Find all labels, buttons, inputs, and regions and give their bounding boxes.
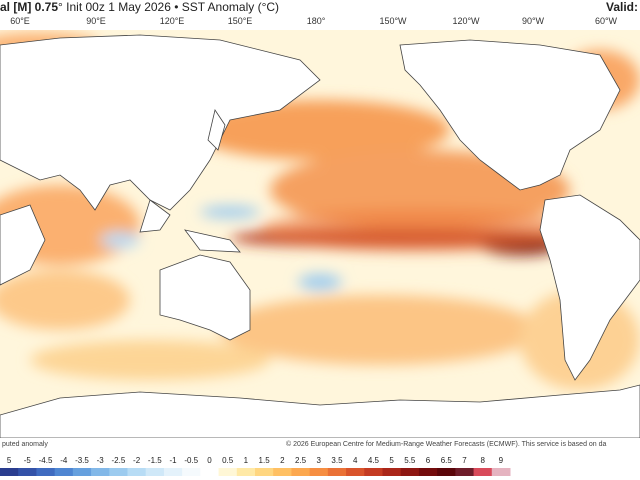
longitude-label: 90°E bbox=[86, 16, 106, 26]
colorbar-swatch bbox=[218, 468, 238, 476]
antarctica bbox=[0, 384, 640, 439]
colorbar-swatch bbox=[473, 468, 493, 476]
colorbar-swatch bbox=[327, 468, 347, 476]
footer-note: puted anomaly bbox=[2, 441, 48, 448]
colorbar-label: 6.5 bbox=[441, 456, 453, 465]
longitude-label: 150°W bbox=[379, 16, 407, 26]
title-model: al [M] 0.75 bbox=[0, 0, 58, 14]
copyright: © 2026 European Centre for Medium-Range … bbox=[286, 440, 607, 448]
colorbar-label: -5 bbox=[24, 456, 32, 465]
landmasses bbox=[0, 34, 640, 439]
colorbar-label: 0.5 bbox=[222, 456, 234, 465]
colorbar-swatch bbox=[455, 468, 475, 476]
colorbar-label: -4.5 bbox=[39, 456, 53, 465]
longitude-label: 120°W bbox=[452, 16, 480, 26]
colorbar-swatch bbox=[418, 468, 438, 476]
colorbar-swatch bbox=[145, 468, 165, 476]
colorbar-label: 7 bbox=[462, 456, 467, 465]
colorbar-swatch bbox=[291, 468, 311, 476]
colorbar-label: 3 bbox=[317, 456, 322, 465]
colorbar-swatch bbox=[91, 468, 110, 476]
north-america bbox=[399, 39, 621, 191]
colorbar-label: -3.5 bbox=[75, 456, 89, 465]
colorbar-label: -0.5 bbox=[184, 456, 198, 465]
south-america bbox=[539, 194, 640, 381]
colorbar-label: 5.5 bbox=[404, 456, 416, 465]
colorbar-swatch bbox=[18, 468, 37, 476]
colorbar-label: 0 bbox=[207, 456, 212, 465]
colorbar-label: 6 bbox=[426, 456, 431, 465]
valid-label: Valid: bbox=[606, 0, 638, 14]
colorbar-swatch bbox=[491, 468, 511, 476]
colorbar-swatch bbox=[109, 468, 128, 476]
longitude-label: 90°W bbox=[522, 16, 545, 26]
colorbar-swatch bbox=[163, 468, 183, 476]
colorbar-swatch bbox=[437, 468, 456, 476]
header-bar bbox=[0, 0, 640, 30]
colorbar-label: 1 bbox=[244, 456, 249, 465]
colorbar-swatch bbox=[54, 468, 74, 476]
longitude-label: 60°E bbox=[10, 16, 30, 26]
colorbar-label: 9 bbox=[499, 456, 504, 465]
colorbar-label: -1.5 bbox=[148, 456, 162, 465]
colorbar-swatch bbox=[236, 468, 256, 476]
colorbar-label: 2.5 bbox=[295, 456, 307, 465]
colorbar-label: -2.5 bbox=[111, 456, 125, 465]
colorbar-swatch bbox=[346, 468, 365, 476]
colorbar-label: -1 bbox=[169, 456, 177, 465]
colorbar-label: 4 bbox=[353, 456, 358, 465]
colorbar-swatch bbox=[273, 468, 292, 476]
title-info: ° Init 00z 1 May 2026 • SST Anomaly (°C) bbox=[58, 0, 279, 14]
colorbar-label: 3.5 bbox=[331, 456, 343, 465]
africa bbox=[0, 204, 46, 286]
colorbar-swatch bbox=[127, 468, 147, 476]
colorbar-label: 4.5 bbox=[368, 456, 380, 465]
australia bbox=[159, 254, 251, 341]
longitude-label: 60°W bbox=[595, 16, 618, 26]
japan bbox=[207, 109, 226, 151]
colorbar-swatch bbox=[400, 468, 420, 476]
colorbar-label: -4 bbox=[60, 456, 68, 465]
colorbar-swatch bbox=[382, 468, 402, 476]
colorbar-swatch bbox=[255, 468, 274, 476]
colorbar-swatch bbox=[36, 468, 56, 476]
maritime-continent bbox=[139, 199, 241, 253]
colorbar-swatch bbox=[0, 468, 19, 476]
colorbar-swatch bbox=[364, 468, 383, 476]
longitude-label: 180° bbox=[307, 16, 326, 26]
eurasia bbox=[0, 34, 321, 211]
longitude-label: 150°E bbox=[228, 16, 253, 26]
title: al [M] 0.75° Init 00z 1 May 2026 • SST A… bbox=[0, 0, 279, 14]
colorbar-label: 5 bbox=[7, 456, 12, 465]
colorbar-label: 5 bbox=[389, 456, 394, 465]
colorbar-label: -2 bbox=[133, 456, 141, 465]
colorbar-swatch bbox=[182, 468, 201, 476]
colorbar-label: 1.5 bbox=[259, 456, 271, 465]
colorbar-label: 2 bbox=[280, 456, 285, 465]
longitude-label: 120°E bbox=[160, 16, 185, 26]
colorbar-swatch bbox=[200, 468, 220, 476]
colorbar-swatch bbox=[72, 468, 92, 476]
colorbar-label: -3 bbox=[97, 456, 105, 465]
colorbar-swatch bbox=[309, 468, 329, 476]
colorbar-label: 8 bbox=[480, 456, 485, 465]
